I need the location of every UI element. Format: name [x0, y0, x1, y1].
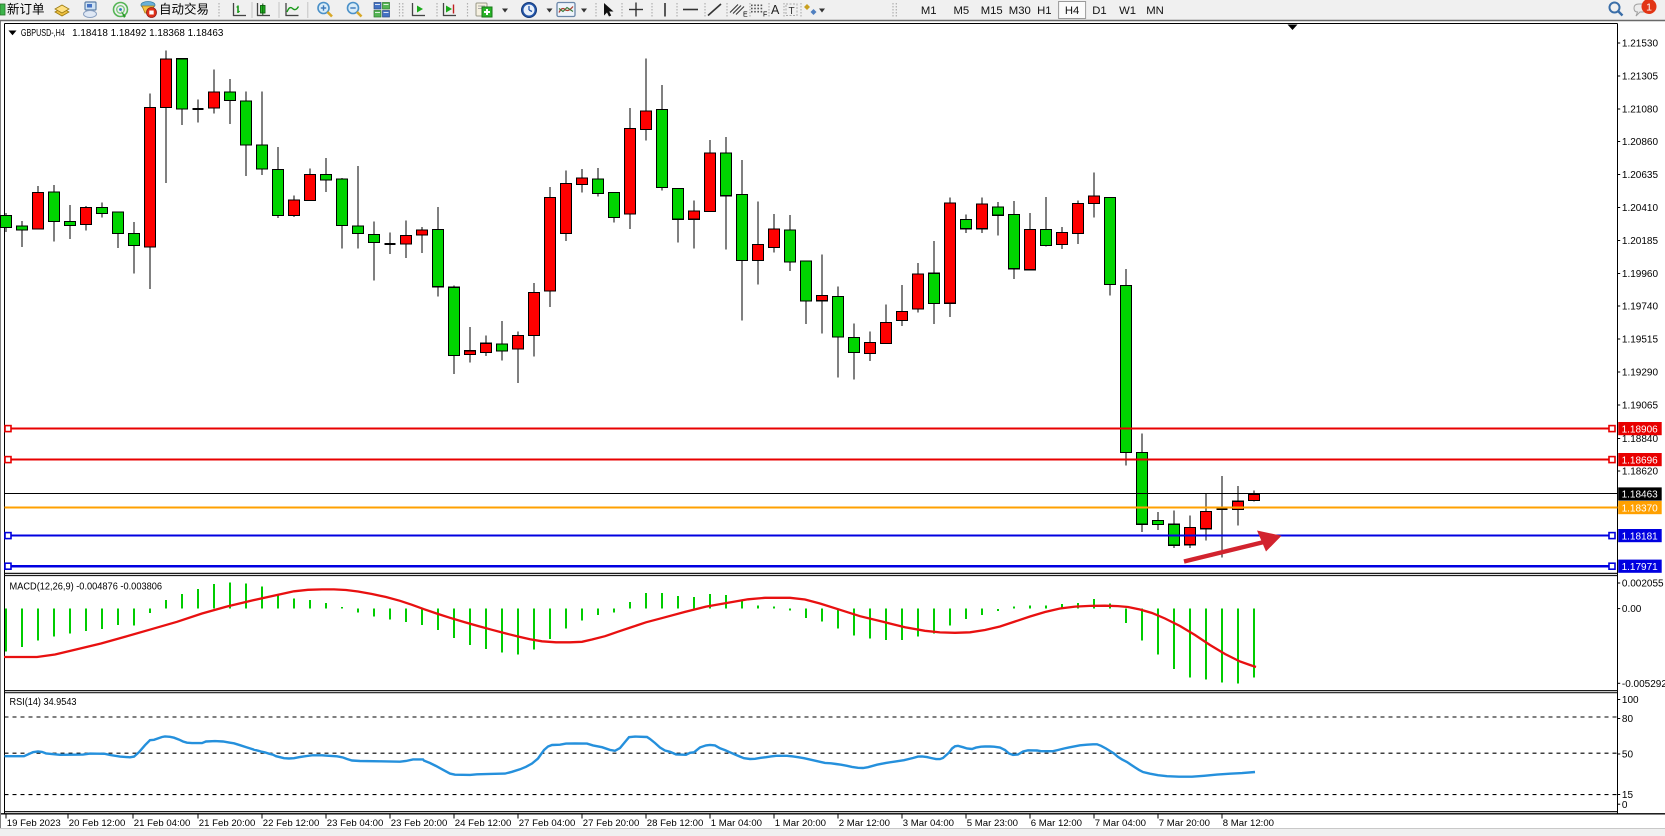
svg-text:自动交易: 自动交易 — [159, 2, 209, 17]
svg-text:27 Feb 04:00: 27 Feb 04:00 — [519, 818, 576, 829]
svg-text:1.19515: 1.19515 — [1622, 335, 1659, 346]
svg-text:22 Feb 12:00: 22 Feb 12:00 — [263, 818, 320, 829]
svg-text:1.20860: 1.20860 — [1622, 137, 1659, 148]
svg-text:1.20185: 1.20185 — [1622, 236, 1659, 247]
svg-text:0: 0 — [1622, 800, 1628, 811]
svg-text:T: T — [789, 6, 795, 17]
svg-text:1.18620: 1.18620 — [1622, 467, 1659, 478]
svg-text:0.00: 0.00 — [1622, 604, 1642, 615]
svg-text:24 Feb 12:00: 24 Feb 12:00 — [455, 818, 512, 829]
svg-text:0.002055: 0.002055 — [1622, 579, 1664, 590]
svg-text:1: 1 — [1646, 2, 1652, 14]
svg-text:1.18696: 1.18696 — [1622, 455, 1659, 466]
svg-text:1.18840: 1.18840 — [1622, 434, 1659, 445]
svg-text:GBPUSD-,H4: GBPUSD-,H4 — [21, 28, 65, 39]
svg-text:1.19065: 1.19065 — [1622, 401, 1659, 412]
svg-text:M1: M1 — [921, 5, 937, 17]
svg-text:1.18370: 1.18370 — [1622, 503, 1659, 514]
svg-text:1.18418 1.18492 1.18368 1.1846: 1.18418 1.18492 1.18368 1.18463 — [72, 28, 224, 39]
svg-text:23 Feb 04:00: 23 Feb 04:00 — [327, 818, 384, 829]
svg-text:7 Mar 04:00: 7 Mar 04:00 — [1095, 818, 1146, 829]
svg-text:MACD(12,26,9) -0.004876 -0.003: MACD(12,26,9) -0.004876 -0.003806 — [10, 582, 163, 593]
svg-text:RSI(14) 34.9543: RSI(14) 34.9543 — [10, 697, 78, 708]
svg-text:21 Feb 20:00: 21 Feb 20:00 — [199, 818, 256, 829]
svg-text:1.18906: 1.18906 — [1622, 424, 1659, 435]
svg-text:1.20635: 1.20635 — [1622, 170, 1659, 181]
svg-text:21 Feb 04:00: 21 Feb 04:00 — [134, 818, 191, 829]
svg-text:新订单: 新订单 — [7, 2, 45, 17]
svg-text:27 Feb 20:00: 27 Feb 20:00 — [583, 818, 640, 829]
svg-text:1.21080: 1.21080 — [1622, 105, 1659, 116]
svg-text:1.18463: 1.18463 — [1622, 490, 1659, 501]
svg-text:1.19290: 1.19290 — [1622, 368, 1659, 379]
svg-text:M30: M30 — [1009, 5, 1031, 17]
svg-text:W1: W1 — [1119, 5, 1136, 17]
svg-text:15: 15 — [1622, 790, 1634, 801]
svg-text:7 Mar 20:00: 7 Mar 20:00 — [1159, 818, 1210, 829]
svg-text:2 Mar 12:00: 2 Mar 12:00 — [839, 818, 890, 829]
svg-text:1.21305: 1.21305 — [1622, 72, 1659, 83]
svg-text:MN: MN — [1146, 5, 1164, 17]
svg-text:D1: D1 — [1092, 5, 1106, 17]
svg-text:23 Feb 20:00: 23 Feb 20:00 — [391, 818, 448, 829]
svg-text:100: 100 — [1622, 695, 1639, 706]
svg-text:80: 80 — [1622, 714, 1634, 725]
svg-text:6 Mar 12:00: 6 Mar 12:00 — [1031, 818, 1082, 829]
svg-text:1 Mar 20:00: 1 Mar 20:00 — [775, 818, 826, 829]
svg-text:1.19960: 1.19960 — [1622, 269, 1659, 280]
svg-text:H4: H4 — [1065, 5, 1079, 17]
svg-text:19 Feb 2023: 19 Feb 2023 — [7, 818, 61, 829]
svg-text:-0.005292: -0.005292 — [1622, 679, 1665, 690]
svg-text:50: 50 — [1622, 750, 1634, 761]
svg-text:E: E — [743, 12, 748, 19]
svg-text:M5: M5 — [953, 5, 969, 17]
svg-text:28 Feb 12:00: 28 Feb 12:00 — [647, 818, 704, 829]
svg-text:1.18181: 1.18181 — [1622, 531, 1659, 542]
svg-text:5 Mar 23:00: 5 Mar 23:00 — [967, 818, 1018, 829]
svg-text:8 Mar 12:00: 8 Mar 12:00 — [1223, 818, 1274, 829]
svg-text:1.20410: 1.20410 — [1622, 203, 1659, 214]
svg-text:F: F — [763, 12, 767, 19]
svg-text:20 Feb 12:00: 20 Feb 12:00 — [69, 818, 126, 829]
svg-text:M15: M15 — [981, 5, 1003, 17]
svg-text:A: A — [771, 3, 780, 17]
svg-text:H1: H1 — [1037, 5, 1051, 17]
svg-text:3 Mar 04:00: 3 Mar 04:00 — [903, 818, 954, 829]
svg-text:1.17971: 1.17971 — [1622, 562, 1659, 573]
svg-text:1.21530: 1.21530 — [1622, 39, 1659, 50]
svg-text:1 Mar 04:00: 1 Mar 04:00 — [711, 818, 762, 829]
svg-text:1.19740: 1.19740 — [1622, 302, 1659, 313]
